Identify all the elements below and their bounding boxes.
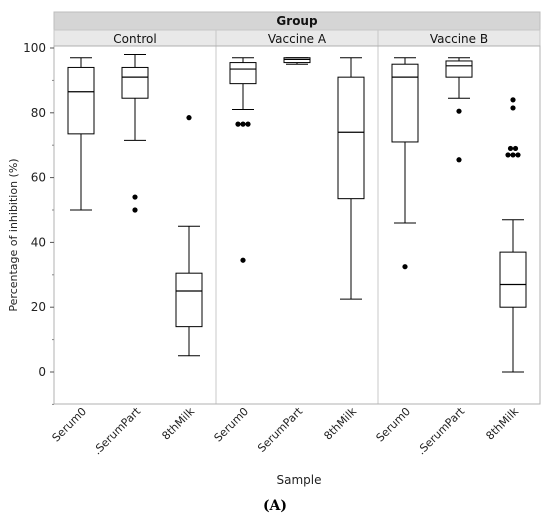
outlier-point <box>245 121 251 127</box>
iqr-box <box>337 76 365 200</box>
panel-header-label: Vaccine B <box>430 32 488 46</box>
plot-frame <box>53 45 541 405</box>
iqr-box <box>229 62 257 85</box>
box-vaccine-a-serum0 <box>229 57 257 263</box>
y-axis-label: Percentage of inhibition (%) <box>7 158 20 311</box>
outlier-point <box>512 145 519 152</box>
x-tick-label: 8thMilk <box>321 404 359 442</box>
x-tick-label: .SerumPart <box>91 404 144 457</box>
outlier-point <box>132 194 138 200</box>
outlier-point <box>505 152 511 158</box>
y-tick-label: 40 <box>31 235 46 249</box>
group-header-title: Group <box>276 14 318 28</box>
iqr-box <box>391 63 419 143</box>
box-control-8thmilk <box>175 115 203 357</box>
y-tick-label: 0 <box>38 365 46 379</box>
box-control-serumpart <box>121 53 149 213</box>
outlier-point <box>515 152 521 158</box>
outlier-point <box>507 145 514 152</box>
box-control-serum0 <box>67 57 95 211</box>
x-tick-label: .SerumPart <box>415 404 468 457</box>
x-tick-label: SerumPart <box>255 404 305 454</box>
outlier-point <box>456 157 462 163</box>
panel-header-label: Vaccine A <box>268 32 327 46</box>
y-tick-label: 20 <box>31 300 46 314</box>
y-tick-label: 100 <box>23 41 46 55</box>
y-tick-label: 80 <box>31 106 46 120</box>
iqr-box <box>67 66 95 135</box>
box-vaccine-b-serum0 <box>391 57 419 270</box>
box-vaccine-b-8thmilk <box>499 97 527 373</box>
outlier-point <box>132 207 138 213</box>
outlier-point <box>186 115 192 121</box>
x-tick-label: 8thMilk <box>483 404 521 442</box>
figure-label: (A) <box>262 498 288 514</box>
box-vaccine-a-serumpart <box>283 57 311 65</box>
y-tick-label: 60 <box>31 171 46 185</box>
x-tick-label: Serum0 <box>212 405 252 445</box>
iqr-box <box>175 272 203 328</box>
panel-header-label: Control <box>113 32 156 46</box>
box-vaccine-a-8thmilk <box>337 57 365 300</box>
outlier-point <box>510 97 516 103</box>
outlier-point <box>240 121 246 127</box>
x-axis-label: Sample <box>277 473 322 487</box>
x-tick-label: 8thMilk <box>159 404 197 442</box>
outlier-point <box>510 105 516 111</box>
box-vaccine-b-serumpart <box>445 57 473 163</box>
iqr-box <box>445 60 473 78</box>
x-tick-label: Serum0 <box>374 405 414 445</box>
outlier-point <box>456 108 462 114</box>
iqr-box <box>121 66 149 99</box>
outlier-point <box>402 264 408 270</box>
iqr-box <box>499 251 527 308</box>
outlier-point <box>240 257 246 263</box>
outlier-point <box>235 121 241 127</box>
x-tick-label: Serum0 <box>50 405 90 445</box>
outlier-point <box>510 152 516 158</box>
iqr-box <box>283 57 311 64</box>
